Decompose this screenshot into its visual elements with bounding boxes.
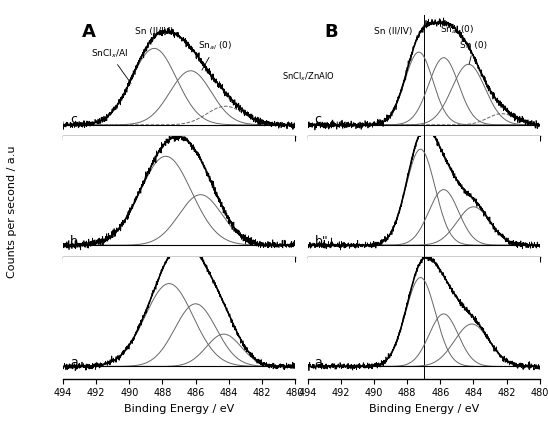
Text: b": b": [315, 235, 328, 247]
Text: Sn (II/IV): Sn (II/IV): [374, 27, 412, 36]
Text: Sn$_{al}$ (0): Sn$_{al}$ (0): [198, 40, 232, 70]
Text: A: A: [82, 23, 95, 41]
Text: SnCl$_x$/Al: SnCl$_x$/Al: [91, 47, 131, 83]
X-axis label: Binding Energy / eV: Binding Energy / eV: [124, 404, 234, 414]
Text: a: a: [315, 356, 322, 369]
Text: b: b: [70, 235, 78, 247]
Text: c: c: [70, 113, 77, 126]
Text: Counts per second / a.u: Counts per second / a.u: [7, 145, 17, 278]
Text: Sn$_{al}$ (0): Sn$_{al}$ (0): [441, 24, 475, 36]
X-axis label: Binding Energy / eV: Binding Energy / eV: [369, 404, 479, 414]
Text: Sn (0): Sn (0): [460, 41, 487, 64]
Text: SnCl$_x$/ZnAlO: SnCl$_x$/ZnAlO: [282, 70, 334, 82]
Text: Sn (II/IV): Sn (II/IV): [135, 27, 173, 36]
Text: c: c: [315, 113, 322, 126]
Text: B: B: [324, 23, 338, 41]
Text: a: a: [70, 356, 78, 369]
